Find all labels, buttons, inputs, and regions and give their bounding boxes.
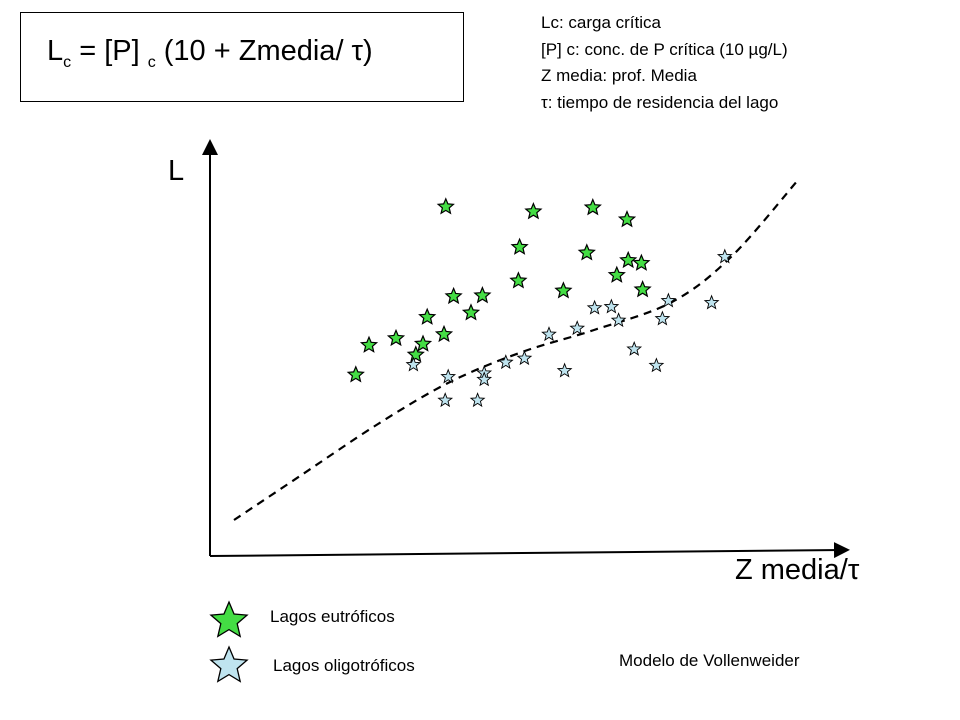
oligotrophic-lake-star (516, 350, 533, 366)
eutrophic-lake-star (473, 286, 492, 304)
oligotrophic-lake-star (716, 248, 733, 264)
eutrophic-lake-star (461, 303, 481, 321)
eutrophic-lake-star (607, 265, 626, 283)
oligotrophic-lake-star (556, 362, 573, 378)
formula-equals-P: = [P] (71, 35, 140, 67)
legend-star-oligotrophic-icon (209, 645, 249, 683)
legend-star-eutrophic-icon (209, 600, 249, 638)
note-zmedia: Z media: prof. Media (541, 66, 697, 85)
critical-load-threshold-line (233, 179, 799, 521)
eutrophic-lake-star (509, 271, 528, 289)
x-axis (209, 542, 850, 559)
eutrophic-lake-star (413, 334, 433, 352)
eutrophic-lake-star (436, 197, 455, 215)
oligotrophic-lake-star (569, 320, 586, 336)
eutrophic-lake-star (617, 210, 637, 228)
oligotrophic-lake-star (603, 298, 620, 314)
eutrophic-lake-star (434, 324, 454, 343)
eutrophic-lake-star (346, 365, 365, 383)
formula-box: Lc = [P] c (10 + Zmedia/ τ) (20, 12, 464, 102)
formula-L-subscript: c (63, 53, 72, 71)
legend-label-oligotrophic: Lagos oligotróficos (273, 656, 415, 675)
eutrophic-lake-star (632, 253, 651, 271)
oligotrophic-lake-star (703, 294, 720, 310)
formula-L: L (47, 35, 64, 67)
note-pc: [P] c: conc. de P crítica (10 µg/L) (541, 39, 788, 59)
eutrophic-lake-star (386, 328, 406, 347)
oligotrophic-lake-star (586, 299, 603, 315)
data-points (346, 197, 733, 408)
oligotrophic-lake-star (497, 354, 514, 370)
eutrophic-lake-star (418, 307, 437, 325)
eutrophic-lake-star (444, 286, 463, 305)
chart-title: Modelo de Vollenweider (619, 651, 800, 670)
formula-critical-load: Lc = [P] c (10 + Zmedia/ τ) (47, 35, 373, 72)
eutrophic-lake-star (510, 237, 529, 255)
oligotrophic-lake-star (610, 312, 627, 328)
oligotrophic-lake-star (648, 357, 665, 373)
oligotrophic-lake-star (654, 310, 671, 326)
variable-notes: Lc: carga crítica [P] c: conc. de P crít… (541, 10, 788, 116)
eutrophic-lake-star (633, 280, 652, 298)
oligotrophic-lake-star (405, 356, 422, 372)
oligotrophic-lake-star (437, 392, 454, 408)
eutrophic-lake-star (406, 345, 425, 363)
oligotrophic-lake-star (660, 292, 677, 308)
y-axis-label: L (168, 155, 184, 187)
formula-P-subscript: c (147, 53, 156, 71)
legend-label-eutrophic: Lagos eutróficos (270, 607, 395, 626)
eutrophic-lake-star (524, 202, 543, 220)
oligotrophic-lake-star (440, 368, 457, 384)
eutrophic-lake-star (359, 335, 379, 353)
note-tau: τ: tiempo de residencia del lago (541, 92, 779, 112)
note-lc: Lc: carga crítica (541, 13, 661, 32)
eutrophic-lake-star (583, 198, 602, 216)
legend-markers (209, 600, 249, 683)
oligotrophic-lake-star (541, 326, 557, 342)
formula-tail: (10 + Zmedia/ τ) (155, 35, 373, 67)
oligotrophic-lake-star (626, 340, 643, 356)
eutrophic-lake-star (619, 250, 638, 269)
x-axis-label: Z media/τ (735, 554, 860, 586)
eutrophic-lake-star (554, 281, 573, 299)
eutrophic-lake-star (577, 243, 596, 261)
oligotrophic-lake-star (469, 392, 486, 408)
oligotrophic-lake-star (476, 371, 493, 387)
